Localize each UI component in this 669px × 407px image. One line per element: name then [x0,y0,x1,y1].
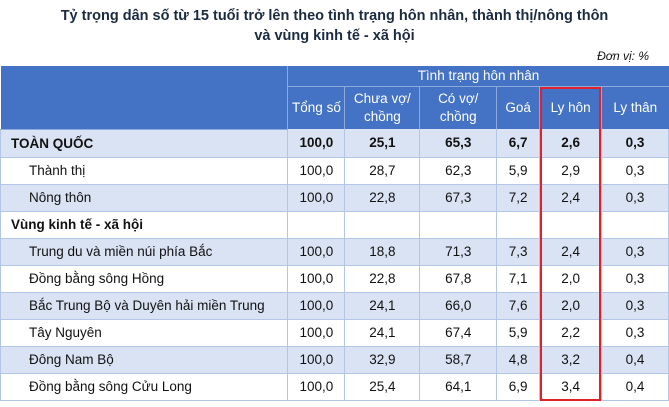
row-label: Vùng kinh tế - xã hội [0,211,289,239]
table-row: Đông Nam Bộ 100,0 32,9 58,7 4,8 3,2 0,4 [0,346,669,374]
cell-value: 24,1 [344,292,421,320]
header-blank [0,66,288,130]
cell-value: 67,4 [419,319,498,347]
table-row: Bắc Trung Bộ và Duyên hải miền Trung 100,… [0,292,669,320]
cell-value: 0,3 [601,292,669,320]
row-label: Nông thôn [0,184,289,212]
cell-value: 62,3 [419,157,498,185]
row-label: Đông Nam Bộ [0,346,289,374]
table-row: TOÀN QUỐC 100,0 25,1 65,3 6,7 2,6 0,3 [0,129,669,158]
header-col: Có vợ/ chồng [419,86,497,129]
cell-value: 5,9 [496,157,541,185]
cell-value: 2,6 [539,129,603,158]
cell-value: 32,9 [344,346,421,374]
cell-value: 2,4 [539,238,603,266]
cell-value: 2,9 [539,157,603,185]
row-label: Đồng bằng sông Hồng [0,265,289,293]
cell-value: 3,4 [539,373,603,401]
table-row: Trung du và miền núi phía Bắc 100,0 18,8 71… [0,238,669,266]
cell-value [287,211,346,239]
cell-value: 0,3 [601,129,669,158]
row-label: Tây Nguyên [0,319,289,347]
cell-value: 6,9 [496,373,541,401]
cell-value: 100,0 [287,129,346,158]
cell-value: 100,0 [287,292,346,320]
cell-value: 2,4 [539,184,603,212]
cell-value: 18,8 [344,238,421,266]
cell-value: 100,0 [287,238,346,266]
cell-value: 7,6 [496,292,541,320]
table-title-line2: và vùng kinh tế - xã hội [254,28,415,44]
cell-value: 58,7 [419,346,498,374]
header-col: Ly hôn [539,86,602,129]
cell-value: 2,0 [539,265,603,293]
table-row: Đồng bằng sông Cửu Long 100,0 25,4 64,1 6,9 3… [0,373,669,401]
row-label: Trung du và miền núi phía Bắc [0,238,289,266]
table-row: Tây Nguyên 100,0 24,1 67,4 5,9 2,2 0,3 [0,319,669,347]
header-col: Tổng số [287,86,345,129]
cell-value: 22,8 [344,265,421,293]
cell-value: 67,3 [419,184,498,212]
cell-value: 2,2 [539,319,603,347]
cell-value [539,211,603,239]
header-col: Chưa vợ/ chồng [344,86,420,129]
cell-value: 65,3 [419,129,498,158]
table-row: Vùng kinh tế - xã hội [0,211,669,239]
header-group: Tình trạng hôn nhân [287,66,669,87]
cell-value: 67,8 [419,265,498,293]
row-label: Thành thị [0,157,289,185]
marital-status-table: Tình trạng hôn nhân Tổng số Chưa vợ/ chồ… [0,66,669,401]
cell-value [419,211,498,239]
cell-value: 0,3 [601,238,669,266]
cell-value: 71,3 [419,238,498,266]
cell-value: 6,7 [496,129,541,158]
cell-value: 24,1 [344,319,421,347]
table-title: Tỷ trọng dân số từ 15 tuổi trở lên theo … [60,8,609,24]
cell-value: 100,0 [287,373,346,401]
cell-value [496,211,541,239]
cell-value: 0,4 [601,346,669,374]
header-col: Goá [496,86,540,129]
cell-value: 28,7 [344,157,421,185]
cell-value: 0,4 [601,373,669,401]
cell-value: 100,0 [287,346,346,374]
cell-value: 100,0 [287,319,346,347]
table-row: Thành thị 100,0 28,7 62,3 5,9 2,9 0,3 [0,157,669,185]
cell-value: 0,3 [601,184,669,212]
cell-value: 25,4 [344,373,421,401]
cell-value: 25,1 [344,129,421,158]
cell-value: 64,1 [419,373,498,401]
cell-value: 22,8 [344,184,421,212]
cell-value: 7,3 [496,238,541,266]
cell-value: 100,0 [287,184,346,212]
cell-value: 100,0 [287,265,346,293]
cell-value: 7,2 [496,184,541,212]
header-col: Ly thân [601,86,669,129]
row-label: Bắc Trung Bộ và Duyên hải miền Trung [0,292,289,320]
cell-value: 3,2 [539,346,603,374]
row-label: TOÀN QUỐC [0,129,289,158]
unit-label: Đơn vị: % [597,49,649,63]
cell-value: 100,0 [287,157,346,185]
cell-value: 0,3 [601,265,669,293]
cell-value: 5,9 [496,319,541,347]
cell-value: 0,3 [601,319,669,347]
cell-value: 7,1 [496,265,541,293]
cell-value: 2,0 [539,292,603,320]
row-label: Đồng bằng sông Cửu Long [0,373,289,401]
cell-value: 66,0 [419,292,498,320]
cell-value [344,211,421,239]
cell-value [601,211,669,239]
table-row: Đồng bằng sông Hồng 100,0 22,8 67,8 7,1 2,0 0,… [0,265,669,293]
cell-value: 4,8 [496,346,541,374]
cell-value: 0,3 [601,157,669,185]
table-row: Nông thôn 100,0 22,8 67,3 7,2 2,4 0,3 [0,184,669,212]
